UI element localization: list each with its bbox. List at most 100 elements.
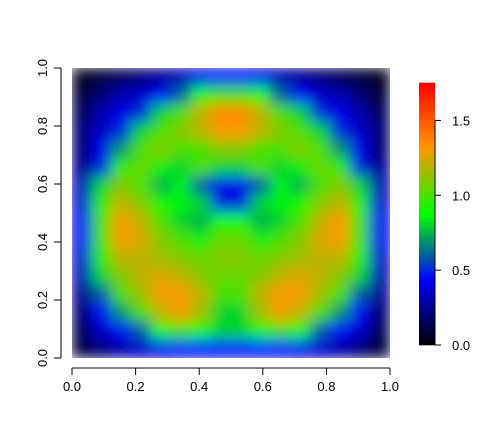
heat-cell xyxy=(250,303,272,323)
colorbar-step xyxy=(419,320,435,325)
heat-cell xyxy=(210,285,232,305)
heat-cell xyxy=(230,68,252,87)
heat-cell xyxy=(230,212,252,232)
heat-cell xyxy=(329,121,351,141)
colorbar-step xyxy=(419,185,435,190)
colorbar-step xyxy=(419,230,435,235)
heat-cell xyxy=(111,194,133,214)
heat-cell xyxy=(250,339,272,358)
heat-cell xyxy=(210,176,232,196)
heat-cell xyxy=(290,339,311,358)
colorbar-step xyxy=(419,164,435,170)
heat-cell xyxy=(151,230,172,250)
heat-cell xyxy=(111,339,133,358)
heat-cell xyxy=(290,266,311,286)
heat-cell xyxy=(250,230,272,250)
heat-cell xyxy=(349,339,371,358)
heat-cell xyxy=(170,85,192,105)
heat-cell xyxy=(369,230,390,250)
heat-cell xyxy=(310,176,331,196)
heat-cell xyxy=(270,339,292,358)
heat-cell xyxy=(170,121,192,141)
heat-cell xyxy=(230,303,252,323)
heat-cell xyxy=(72,121,93,141)
y-tick-label: 0.2 xyxy=(35,291,50,309)
heat-cell xyxy=(270,248,292,268)
heat-cell xyxy=(131,266,152,286)
heat-cell xyxy=(190,121,212,141)
heat-cell xyxy=(111,248,133,268)
heat-cell xyxy=(270,68,292,87)
heat-cell xyxy=(72,339,93,358)
heat-cell xyxy=(250,212,272,232)
colorbar-step xyxy=(419,262,435,268)
heat-cell xyxy=(190,212,212,232)
heat-cell xyxy=(131,230,152,250)
colorbar-tick-label: 1.0 xyxy=(452,188,470,203)
heat-cell xyxy=(329,285,351,305)
colorbar-step xyxy=(419,160,435,166)
colorbar-step xyxy=(419,225,435,231)
heat-cell xyxy=(329,248,351,268)
colorbar-step xyxy=(419,135,435,141)
heat-cell xyxy=(72,140,93,160)
heat-cell xyxy=(210,266,232,286)
heat-cell xyxy=(270,140,292,160)
heat-cell xyxy=(131,339,152,358)
heat-cell xyxy=(170,230,192,250)
heat-cell xyxy=(329,194,351,214)
colorbar-step xyxy=(419,152,435,157)
heat-cell xyxy=(170,194,192,214)
y-tick-label: 0.8 xyxy=(35,117,50,135)
heat-cell xyxy=(190,103,212,123)
heat-cell xyxy=(210,248,232,268)
heat-cell xyxy=(349,121,371,141)
heat-cell xyxy=(290,230,311,250)
heat-cell xyxy=(111,68,133,87)
colorbar-step xyxy=(419,303,435,309)
colorbar-step xyxy=(419,144,435,149)
colorbar-step xyxy=(419,180,435,186)
heat-cell xyxy=(310,194,331,214)
heat-cell xyxy=(270,230,292,250)
heat-cell xyxy=(310,158,331,178)
heat-cell xyxy=(270,121,292,141)
heat-cell xyxy=(329,85,351,105)
colorbar-step xyxy=(419,234,435,239)
heat-cell xyxy=(349,85,371,105)
colorbar-step xyxy=(419,311,435,317)
heat-cell xyxy=(290,121,311,141)
colorbar-step xyxy=(419,86,435,92)
heat-cell xyxy=(170,68,192,87)
heat-cell xyxy=(230,194,252,214)
colorbar-tick-label: 0.5 xyxy=(452,263,470,278)
heat-cell xyxy=(290,85,311,105)
heat-cell xyxy=(290,194,311,214)
heat-cell xyxy=(151,176,172,196)
heat-cell xyxy=(72,285,93,305)
colorbar-step xyxy=(419,217,435,223)
heat-cell xyxy=(170,248,192,268)
heat-cell xyxy=(250,285,272,305)
heat-cell xyxy=(329,68,351,87)
heat-cell xyxy=(369,176,390,196)
colorbar-step xyxy=(419,111,435,117)
heat-cell xyxy=(91,303,113,323)
heat-cell xyxy=(151,321,172,341)
heat-cell xyxy=(349,212,371,232)
heat-cell xyxy=(91,321,113,341)
heat-cell xyxy=(91,339,113,358)
heat-cell xyxy=(91,212,113,232)
heat-cell xyxy=(210,303,232,323)
y-tick-label: 1.0 xyxy=(35,59,50,77)
colorbar-step xyxy=(419,336,435,342)
heat-cell xyxy=(111,140,133,160)
heat-cell xyxy=(210,140,232,160)
heat-cell xyxy=(151,285,172,305)
x-tick-label: 0.0 xyxy=(63,379,81,394)
heat-cell xyxy=(250,158,272,178)
colorbar-step xyxy=(419,140,435,145)
heat-cell xyxy=(250,194,272,214)
heat-cell xyxy=(329,339,351,358)
heat-cell xyxy=(210,103,232,123)
